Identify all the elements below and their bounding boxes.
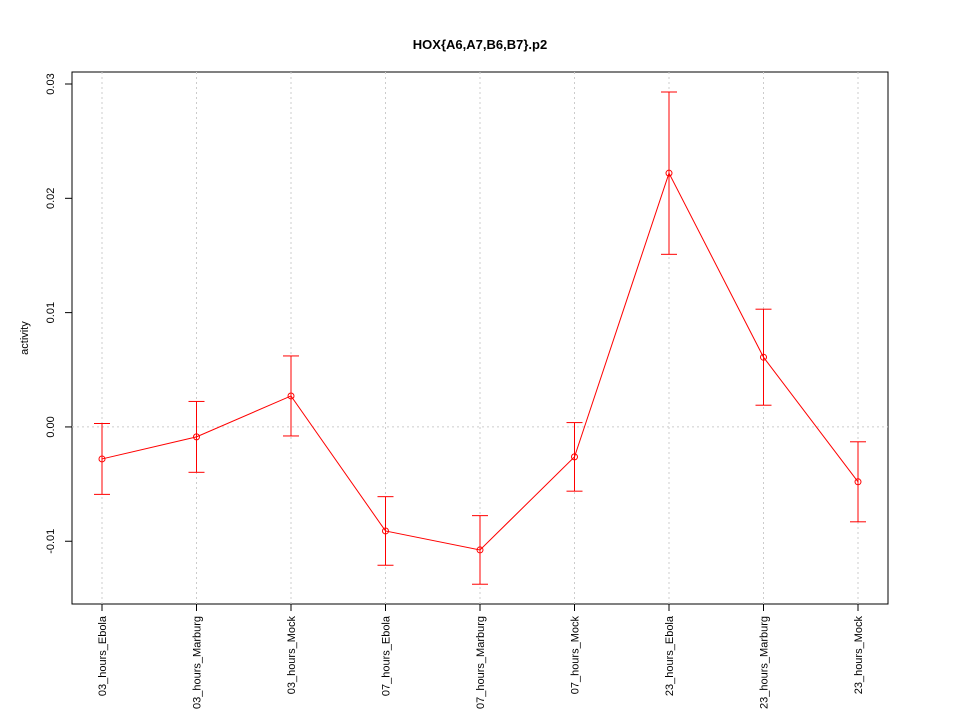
x-tick-label: 07_hours_Marburg	[475, 616, 487, 709]
error-bar	[566, 422, 583, 492]
error-bar	[755, 308, 772, 406]
x-tick-label: 07_hours_Mock	[570, 616, 582, 695]
y-tick-label: 0.01	[45, 302, 57, 323]
error-bar	[661, 91, 677, 255]
error-bar	[472, 515, 488, 585]
y-tick-label: -0.01	[45, 529, 57, 554]
y-tick-label: 0.00	[45, 416, 57, 437]
point	[476, 546, 484, 554]
x-tick-label: 23_hours_Ebola	[664, 615, 676, 696]
x-tick-label: 03_hours_Marburg	[192, 616, 204, 709]
error-bar	[94, 423, 110, 495]
y-tick-label: 0.03	[45, 73, 57, 94]
error-bar	[188, 400, 205, 473]
x-tick-label: 23_hours_Mock	[853, 616, 865, 695]
point	[665, 169, 673, 177]
point	[571, 453, 578, 461]
y-axis-label: activity	[19, 321, 31, 355]
point	[854, 478, 862, 486]
x-tick-label: 03_hours_Mock	[286, 616, 298, 695]
point	[760, 353, 767, 361]
point	[98, 455, 106, 463]
point	[382, 527, 389, 535]
x-tick-label: 23_hours_Marburg	[759, 616, 771, 709]
x-tick-label: 03_hours_Ebola	[97, 615, 109, 696]
y-tick-label: 0.02	[45, 188, 57, 209]
chart-title: HOX{A6,A7,B6,B7}.p2	[413, 37, 547, 52]
point	[193, 433, 200, 441]
x-tick-label: 07_hours_Ebola	[381, 615, 393, 696]
error-bar	[283, 355, 299, 437]
error-bar	[850, 441, 866, 523]
point	[287, 392, 295, 400]
error-bar	[377, 496, 394, 566]
